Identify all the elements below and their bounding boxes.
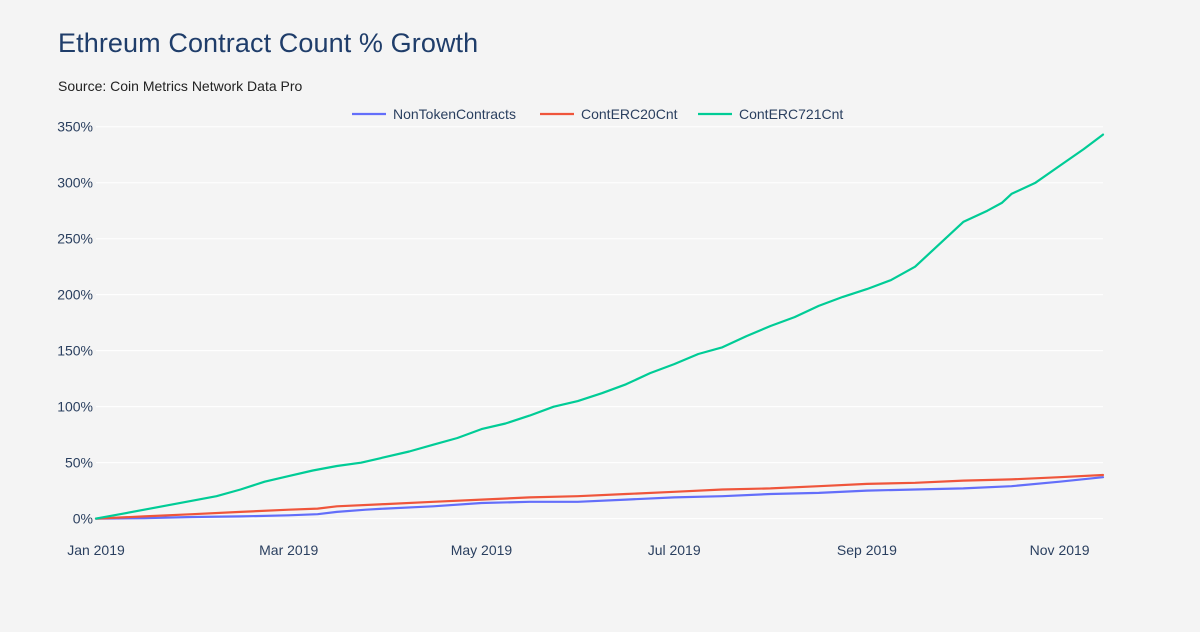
legend-item-conterc20cnt[interactable]: ContERC20Cnt — [540, 106, 678, 122]
series-line-nontokencontracts[interactable] — [94, 476, 1105, 520]
x-tick-label: Mar 2019 — [259, 542, 318, 558]
y-tick-label: 350% — [57, 119, 93, 135]
x-tick-label: Nov 2019 — [1030, 542, 1090, 558]
y-axis-ticks: 0% 50% 100% 150% 200% 250% 300% 350% — [57, 119, 93, 527]
x-axis-ticks: Jan 2019 Mar 2019 May 2019 Jul 2019 Sep 2019… — [67, 542, 1090, 558]
chart-title: Ethreum Contract Count % Growth — [58, 28, 479, 58]
legend[interactable]: NonTokenContracts ContERC20Cnt ContERC721C… — [352, 106, 843, 122]
chart-subtitle: Source: Coin Metrics Network Data Pro — [58, 78, 303, 94]
legend-label: ContERC20Cnt — [581, 106, 678, 122]
y-tick-label: 0% — [73, 511, 93, 527]
series-line-conterc20cnt[interactable] — [94, 473, 1105, 520]
x-tick-label: Sep 2019 — [837, 542, 897, 558]
legend-label: NonTokenContracts — [393, 106, 516, 122]
x-tick-label: Jul 2019 — [648, 542, 701, 558]
x-tick-label: Jan 2019 — [67, 542, 125, 558]
legend-item-conterc721cnt[interactable]: ContERC721Cnt — [698, 106, 843, 122]
x-tick-label: May 2019 — [451, 542, 513, 558]
y-tick-label: 300% — [57, 175, 93, 191]
legend-item-nontokencontracts[interactable]: NonTokenContracts — [352, 106, 516, 122]
series-line-conterc721cnt[interactable] — [94, 133, 1105, 520]
y-tick-label: 150% — [57, 343, 93, 359]
series-lines — [94, 133, 1105, 520]
y-tick-label: 250% — [57, 231, 93, 247]
legend-label: ContERC721Cnt — [739, 106, 843, 122]
grid-lines — [96, 126, 1103, 520]
y-tick-label: 50% — [65, 455, 93, 471]
y-tick-label: 100% — [57, 399, 93, 415]
y-tick-label: 200% — [57, 287, 93, 303]
